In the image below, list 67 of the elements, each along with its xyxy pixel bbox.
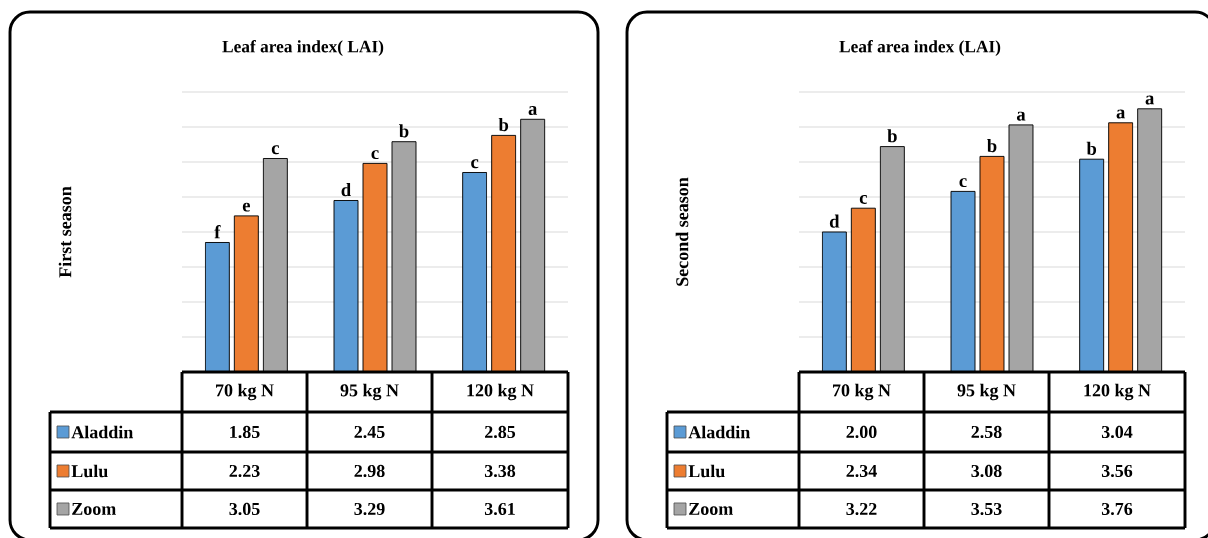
x-tick-label: 70 kg N (833, 383, 891, 401)
data-label: 3.08 (971, 464, 1002, 478)
bar (1108, 122, 1134, 372)
annotation: b (887, 129, 897, 143)
annotation: c (371, 150, 379, 160)
data-label: 2.45 (354, 425, 385, 439)
y-axis-title: First season (58, 186, 72, 278)
x-tick-label: 120 kg N (467, 383, 534, 401)
x-tick-label: 95 kg N (340, 383, 399, 401)
annotation: d (341, 183, 351, 197)
bar (979, 155, 1005, 372)
legend-label: Aladdin (688, 425, 751, 439)
annotation: b (987, 138, 997, 153)
annotation: c (471, 159, 479, 169)
data-label: 3.38 (484, 464, 516, 478)
data-label: 3.05 (229, 502, 260, 516)
annotation: b (1086, 141, 1097, 155)
data-label: 3.04 (1101, 425, 1133, 439)
legend-label: Aladdin (71, 425, 134, 439)
x-tick-label: 70 kg N (216, 383, 274, 401)
bar (879, 146, 905, 372)
data-label: 2.00 (846, 425, 877, 439)
annotation: a (1016, 111, 1026, 121)
bar (491, 134, 517, 372)
annotation: c (959, 178, 967, 188)
annotation: c (271, 145, 280, 155)
annotation: c (859, 194, 868, 204)
bar (950, 190, 976, 372)
data-label: 2.85 (485, 425, 516, 439)
data-label: 3.76 (1101, 502, 1133, 516)
bar (391, 141, 417, 372)
legend-label: Zoom (72, 503, 116, 515)
data-label: 3.61 (484, 502, 515, 516)
chart-title: Leaf area index (LAI) (839, 40, 1001, 56)
x-tick-label: 95 kg N (957, 383, 1016, 401)
data-label: 2.23 (229, 464, 260, 478)
data-label: 3.56 (1101, 464, 1133, 478)
data-label: 3.29 (354, 502, 385, 516)
chart-title: Leaf area index( LAI) (222, 40, 384, 56)
x-tick-label: 120 kg N (1084, 383, 1151, 401)
bar (262, 158, 288, 372)
annotation: e (242, 202, 250, 212)
bar (1137, 108, 1163, 372)
data-label: 3.22 (846, 502, 877, 516)
legend-label: Lulu (688, 464, 725, 478)
bar (850, 207, 876, 372)
data-label: 3.53 (971, 502, 1002, 516)
data-label: 1.85 (230, 425, 260, 439)
annotation: a (1145, 95, 1155, 105)
bar (233, 215, 259, 372)
bar (520, 118, 546, 372)
bar (821, 231, 847, 372)
annotation: b (399, 124, 409, 138)
bar (362, 162, 388, 372)
annotation: a (528, 106, 538, 116)
bar (1079, 158, 1105, 372)
bar (1008, 124, 1034, 372)
annotation: a (1116, 109, 1126, 119)
legend-label: Lulu (71, 464, 108, 478)
y-axis-title: Second season (675, 177, 689, 286)
annotation: d (829, 214, 840, 228)
data-label: 2.98 (354, 464, 385, 478)
data-label: 2.58 (971, 425, 1002, 439)
legend-label: Zoom (689, 503, 733, 515)
annotation: f (214, 225, 221, 239)
data-label: 2.34 (846, 464, 877, 478)
annotation: b (498, 117, 509, 132)
